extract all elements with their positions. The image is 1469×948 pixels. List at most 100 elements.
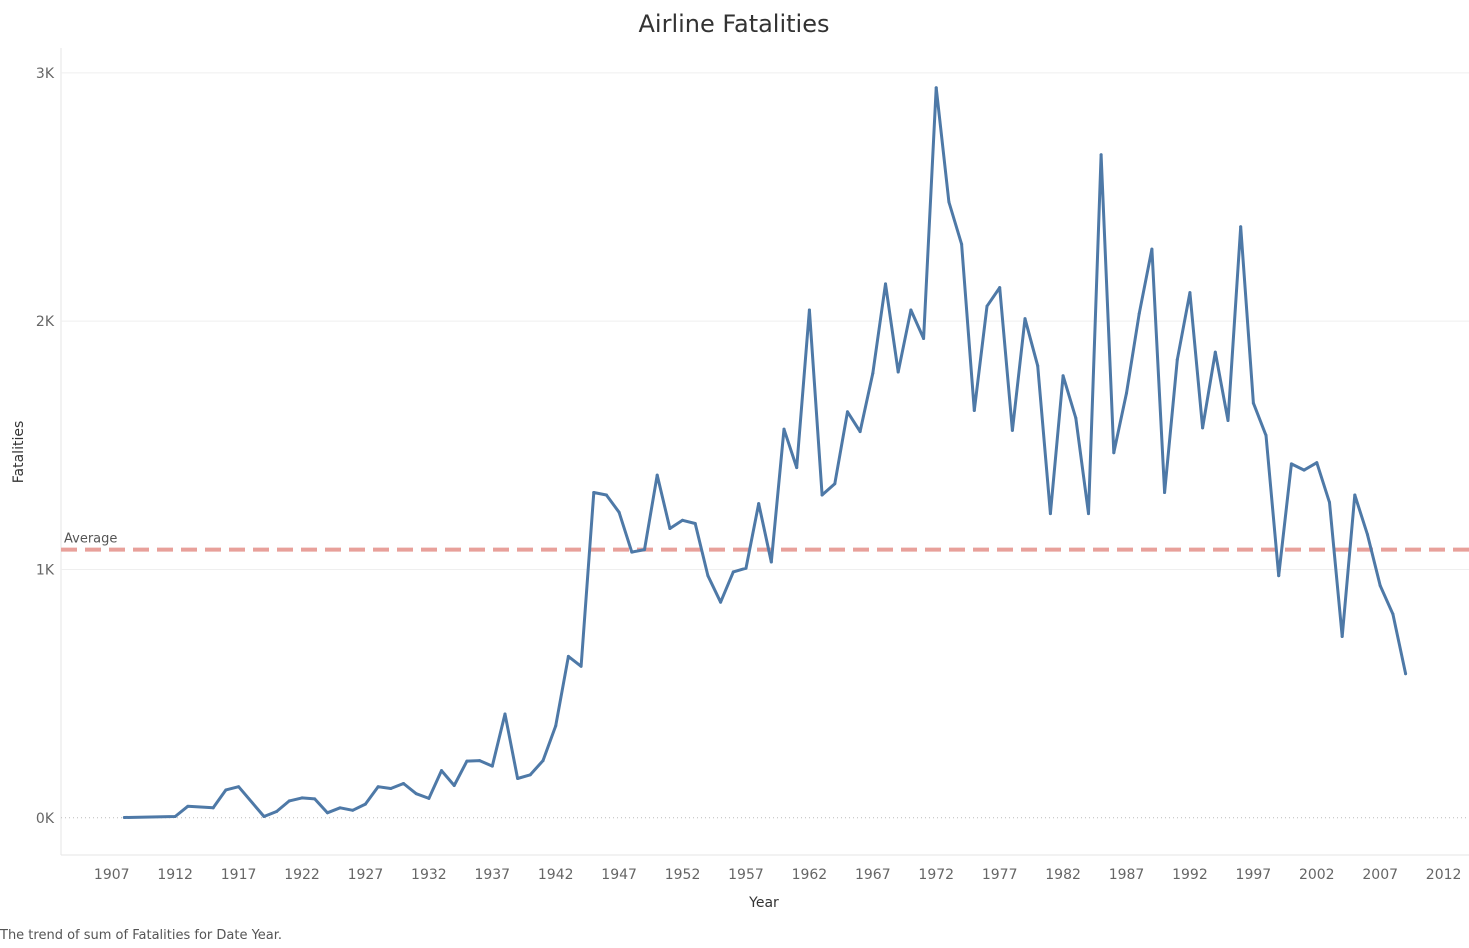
data-point [173,815,177,819]
data-point [998,286,1002,290]
data-point [782,427,786,431]
data-point [1188,291,1192,295]
data-point [389,786,393,790]
chart-caption: The trend of sum of Fatalities for Date … [0,928,283,943]
data-point [1251,401,1255,405]
x-tick-label: 1982 [1045,867,1081,883]
data-point [1302,468,1306,472]
x-tick-label: 1952 [665,867,701,883]
y-tick-label: 1K [36,562,55,578]
data-point [363,802,367,806]
data-point [1023,317,1027,321]
average-label: Average [64,532,117,547]
data-point [896,370,900,374]
series-group [122,86,1408,820]
x-axis-label: Year [748,895,779,911]
x-axis-ticks: 1907 1912 1917 1922 1927 1932 1937 1942 1947 1952… [94,867,1462,883]
data-point [338,806,342,810]
data-point [478,759,482,763]
data-point [769,560,773,564]
data-point [1289,462,1293,466]
y-tick-label: 0K [36,811,55,827]
data-point [1099,153,1103,157]
x-tick-label: 1947 [601,867,637,883]
data-point [731,570,735,574]
data-point [1175,358,1179,362]
y-axis-ticks: 0K 1K 2K 3K [36,66,55,827]
fatalities-line [122,86,1408,819]
data-point [833,482,837,486]
data-point [1353,493,1357,497]
y-axis-label: Fatalities [11,421,27,483]
x-tick-label: 1977 [982,867,1018,883]
x-tick-label: 1997 [1236,867,1272,883]
data-point [1048,512,1052,516]
data-point [630,550,634,554]
data-point [744,566,748,570]
data-point [211,806,215,810]
data-point [845,410,849,414]
data-point [681,518,685,522]
x-tick-label: 2007 [1362,867,1398,883]
data-point [1010,428,1014,432]
reference-line-group: Average [61,532,1469,552]
x-tick-label: 1907 [94,867,130,883]
data-point [1086,512,1090,516]
data-point [224,788,228,792]
data-point [884,282,888,286]
x-tick-label: 1922 [284,867,320,883]
data-point [122,816,126,820]
data-point [693,522,697,526]
data-point [972,409,976,413]
data-point [1366,533,1370,537]
x-tick-label: 1967 [855,867,891,883]
data-point [1264,433,1268,437]
data-point [1340,634,1344,638]
data-point [934,86,938,90]
data-point [858,430,862,434]
data-point [1137,312,1141,316]
data-point [1315,461,1319,465]
data-point [1036,364,1040,368]
data-point [871,371,875,375]
data-point [1150,247,1154,251]
data-point [237,785,241,789]
data-point [1213,350,1217,354]
x-tick-label: 1957 [728,867,764,883]
data-point [655,473,659,477]
data-point [820,493,824,497]
data-point [465,759,469,763]
data-point [592,490,596,494]
data-point [1074,416,1078,420]
data-point [719,600,723,604]
data-point [1239,225,1243,229]
x-tick-label: 1987 [1109,867,1145,883]
x-tick-label: 1942 [538,867,574,883]
data-point [262,815,266,819]
data-point [414,792,418,796]
x-tick-label: 1932 [411,867,447,883]
x-tick-label: 1992 [1172,867,1208,883]
data-point [1277,574,1281,578]
data-point [947,200,951,204]
data-point [287,799,291,803]
data-point [604,493,608,497]
data-point [617,510,621,514]
data-point [706,574,710,578]
data-point [795,466,799,470]
data-point [1201,426,1205,430]
data-point [1226,418,1230,422]
data-point [1404,672,1408,676]
data-point [516,777,520,781]
data-point [541,759,545,763]
data-point [351,808,355,812]
data-point [1163,490,1167,494]
data-point [490,764,494,768]
data-point [401,781,405,785]
data-point [1061,374,1065,378]
data-point [1112,451,1116,455]
data-point [1125,391,1129,395]
x-tick-label: 2002 [1299,867,1335,883]
data-point [579,664,583,668]
